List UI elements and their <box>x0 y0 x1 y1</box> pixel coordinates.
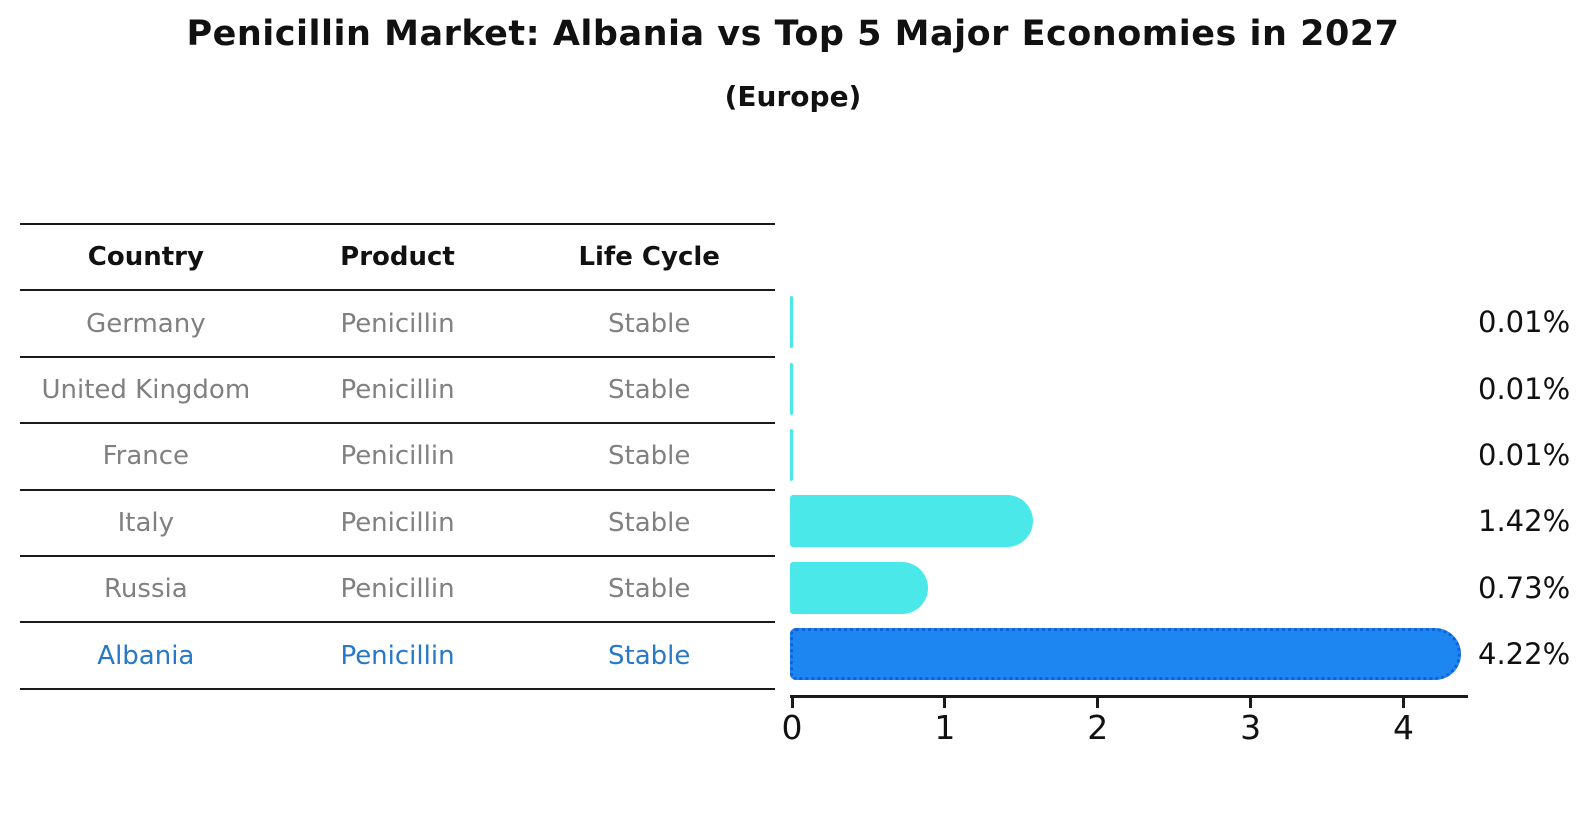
table-header-row: Country Product Life Cycle <box>20 225 775 292</box>
x-axis-tick-3 <box>1249 698 1253 708</box>
cell-country: Russia <box>104 574 188 605</box>
value-label-france: 0.01% <box>1478 438 1571 472</box>
cell-life-cycle: Stable <box>608 574 691 605</box>
cell-product: Penicillin <box>340 574 455 605</box>
x-axis-tick-label-2: 2 <box>1087 708 1109 747</box>
x-axis-tick-4 <box>1401 698 1405 708</box>
table-row-russia: Russia Penicillin Stable <box>20 557 775 624</box>
table-row-albania: Albania Penicillin Stable <box>20 623 775 690</box>
table-row-italy: Italy Penicillin Stable <box>20 491 775 557</box>
cell-product: Penicillin <box>340 441 455 472</box>
cell-life-cycle: Stable <box>608 308 691 339</box>
cell-country: Albania <box>97 640 195 671</box>
cell-life-cycle: Stable <box>608 640 691 671</box>
cell-product: Penicillin <box>340 308 455 339</box>
cell-life-cycle: Stable <box>608 441 691 472</box>
x-axis-tick-label-1: 1 <box>934 708 956 747</box>
bar-russia <box>790 561 928 614</box>
header-product: Product <box>340 242 455 273</box>
header-life-cycle: Life Cycle <box>578 242 720 273</box>
x-axis-tick-2 <box>1096 698 1100 708</box>
header-country: Country <box>87 242 204 273</box>
bar-united-kingdom <box>790 362 793 415</box>
cell-product: Penicillin <box>340 640 455 671</box>
bar-italy <box>790 495 1034 548</box>
chart-subtitle: (Europe) <box>724 80 862 113</box>
cell-product: Penicillin <box>340 507 455 538</box>
cell-product: Penicillin <box>340 374 455 405</box>
cell-country: Italy <box>117 507 175 538</box>
cell-country: Germany <box>86 308 206 339</box>
x-axis-tick-1 <box>943 698 947 708</box>
value-label-united-kingdom: 0.01% <box>1478 371 1571 406</box>
cell-country: France <box>102 441 190 472</box>
value-label-russia: 0.73% <box>1478 570 1571 605</box>
cell-country: United Kingdom <box>41 374 251 405</box>
table-row-germany: Germany Penicillin Stable <box>20 291 775 358</box>
country-product-table: Country Product Life Cycle Germany Penici… <box>20 223 775 690</box>
table-row-united-kingdom: United Kingdom Penicillin Stable <box>20 358 775 425</box>
value-label-germany: 0.01% <box>1478 305 1571 340</box>
x-axis-tick-label-3: 3 <box>1240 708 1262 747</box>
cell-life-cycle: Stable <box>608 507 691 538</box>
x-axis-tick-label-0: 0 <box>781 708 803 747</box>
value-label-italy: 1.42% <box>1478 504 1571 539</box>
bar-france <box>790 429 793 481</box>
x-axis-tick-0 <box>790 698 794 708</box>
bar-albania <box>790 628 1462 681</box>
value-label-albania: 4.22% <box>1478 637 1571 672</box>
bar-germany <box>790 296 793 349</box>
chart-title: Penicillin Market: Albania vs Top 5 Majo… <box>186 14 1400 54</box>
x-axis-tick-label-4: 4 <box>1392 708 1414 747</box>
cell-life-cycle: Stable <box>608 374 691 405</box>
x-axis-spine <box>790 695 1468 698</box>
table-row-france: France Penicillin Stable <box>20 424 775 491</box>
